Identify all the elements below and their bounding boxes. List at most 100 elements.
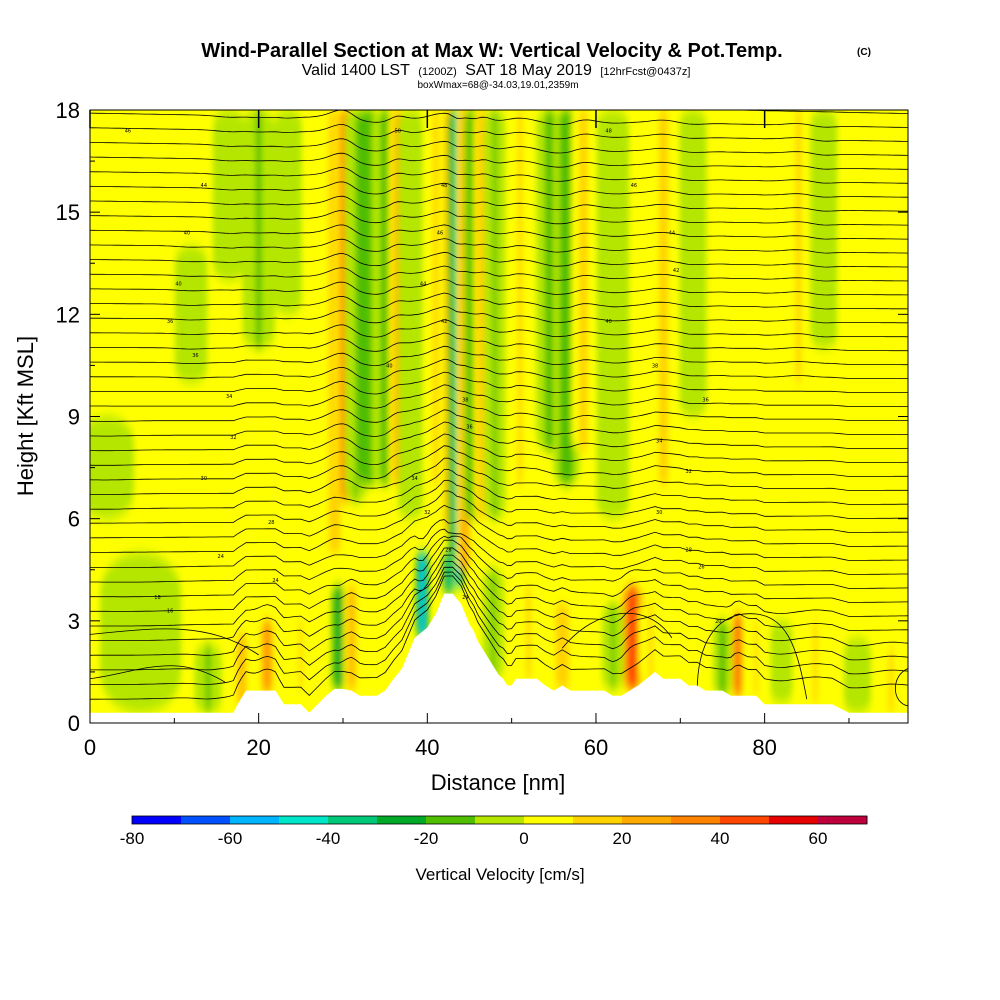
contour-label: 44 (420, 282, 426, 288)
contour-label: 38 (462, 397, 468, 403)
isentrope-line (90, 396, 908, 423)
isentrope-line (90, 306, 908, 324)
isentrope-line (90, 457, 908, 495)
velocity-band (855, 637, 860, 713)
velocity-band (205, 644, 211, 713)
contour-label: 36 (466, 425, 472, 431)
x-tick-label: 40 (415, 735, 439, 760)
contour-label: 36 (167, 319, 173, 325)
y-tick-label: 0 (68, 711, 80, 736)
velocity-band (421, 552, 424, 638)
isentrope-line (90, 665, 226, 683)
colorbar-tick-label: -60 (218, 829, 243, 848)
isentrope-line (90, 490, 908, 539)
contour-label: 36 (702, 397, 708, 403)
velocity-band (795, 110, 802, 383)
velocity-band (559, 603, 565, 689)
colorbar: -80 -60 -40 -20 0 20 40 60 (120, 815, 868, 848)
subtitle-forecast: [12hrFcst@0437z] (600, 66, 690, 78)
colorbar-swatch (720, 816, 770, 824)
isentrope-line (90, 210, 908, 226)
colorbar-tick-label: 40 (711, 829, 730, 848)
velocity-band (581, 110, 586, 451)
velocity-band (350, 586, 353, 689)
isentrope-line (90, 110, 908, 128)
colorbar-swatch (573, 816, 623, 824)
contour-label: 32 (686, 469, 692, 475)
isentrope-line (90, 152, 908, 170)
isentrope-line (90, 628, 259, 656)
x-tick-label: 0 (84, 735, 96, 760)
velocity-band (188, 246, 194, 383)
y-tick-label: 3 (68, 609, 80, 634)
isentrope-line (90, 547, 908, 627)
y-tick-label: 6 (68, 507, 80, 532)
terrain-mask (90, 593, 908, 723)
contour-label: 46 (125, 128, 131, 134)
contour-label: 30 (656, 510, 662, 516)
velocity-band (434, 110, 438, 485)
contour-label: 40 (605, 319, 611, 325)
velocity-band (888, 648, 894, 713)
contour-label: 28 (268, 520, 274, 526)
copyright-mark: (C) (857, 47, 871, 58)
contour-label: 28 (686, 547, 692, 553)
velocity-band (610, 110, 616, 519)
colorbar-tick-label: 20 (613, 829, 632, 848)
contour-label: 28 (445, 547, 451, 553)
colorbar-swatch (475, 816, 525, 824)
y-tick-label: 18 (56, 98, 80, 123)
x-tick-label: 20 (246, 735, 270, 760)
contour-label: 24 (218, 554, 224, 560)
velocity-band (821, 110, 826, 349)
isentrope-line (90, 519, 908, 568)
contour-label: 48 (605, 128, 611, 134)
x-axis-ticks: 0 20 40 60 80 (84, 110, 850, 760)
contour-label: 32 (424, 510, 430, 516)
velocity-band (133, 552, 148, 713)
isentrope-line (90, 279, 908, 296)
x-axis-label: Distance [nm] (431, 770, 566, 795)
isentrope-line (90, 539, 908, 612)
isentrope-line (90, 468, 908, 510)
isentrope-line (90, 292, 908, 310)
isentrope-line (90, 571, 908, 685)
velocity-band (255, 110, 262, 349)
subtitle-utc: (1200Z) (418, 66, 457, 78)
isentrope-line (90, 138, 908, 156)
potential-temperature-contours (90, 110, 908, 707)
colorbar-tick-label: 0 (519, 829, 528, 848)
contour-label: 34 (411, 476, 417, 482)
isentrope-line (90, 181, 908, 198)
contour-label: 20 (715, 619, 721, 625)
contour-label: 32 (230, 435, 236, 441)
contour-label: 46 (631, 183, 637, 189)
velocity-band (526, 586, 531, 679)
isentrope-line (90, 421, 908, 452)
isentrope-line (696, 613, 808, 700)
velocity-band (226, 110, 232, 281)
velocity-band (102, 416, 112, 519)
isentrope-line (90, 561, 908, 656)
colorbar-swatch (328, 816, 378, 824)
isentrope-line (90, 535, 908, 598)
isentrope-line (90, 319, 908, 338)
contour-label: 36 (192, 353, 198, 359)
contour-label: 40 (184, 231, 190, 237)
contour-label: 18 (154, 595, 160, 601)
colorbar-swatch (426, 816, 476, 824)
velocity-band (564, 110, 569, 485)
contour-label: 48 (441, 183, 447, 189)
contour-label: 24 (272, 578, 278, 584)
y-tick-label: 15 (56, 200, 80, 225)
isentrope-line (90, 238, 908, 254)
velocity-band (720, 620, 725, 696)
chart-subtitle: Valid 1400 LST (1200Z) SAT 18 May 2019 [… (302, 62, 691, 79)
isentrope-line (90, 167, 908, 184)
isentrope-line (90, 123, 908, 142)
colorbar-swatch (132, 816, 182, 824)
isentrope-line (90, 575, 908, 700)
velocity-band (447, 552, 450, 594)
isentrope-line (90, 433, 908, 466)
